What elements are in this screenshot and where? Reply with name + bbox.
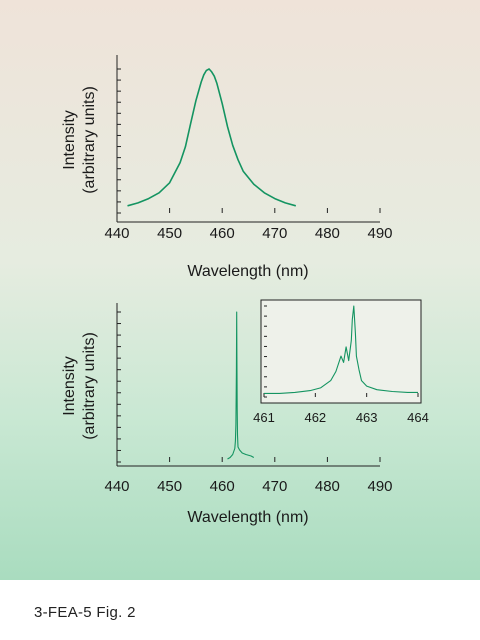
x-tick-label: 440 <box>104 478 129 495</box>
inset-frame <box>260 299 422 404</box>
x-tick-label: 462 <box>304 410 326 425</box>
x-tick-label: 460 <box>210 225 235 242</box>
bottom-chart: 440 450 460 470 480 490 Wavelength (nm) Inten… <box>61 303 393 526</box>
figure-panel: 440 450 460 470 480 490 Wavelength (nm) Inten… <box>0 0 480 580</box>
x-tick-label: 460 <box>210 478 235 495</box>
inset-chart: 461 462 463 464 <box>253 299 429 425</box>
x-tick-label: 470 <box>262 478 287 495</box>
figure-svg: 440 450 460 470 480 490 Wavelength (nm) Inten… <box>61 55 429 526</box>
x-tick-label: 490 <box>367 225 392 242</box>
x-tick-label: 440 <box>104 225 129 242</box>
bottom-x-ticks: 440 450 460 470 480 490 <box>104 457 393 495</box>
top-y-label-line2: (arbitrary units) <box>81 86 98 194</box>
bottom-y-label-line2: (arbitrary units) <box>81 332 98 440</box>
top-y-ticks <box>117 68 121 214</box>
bottom-x-label: Wavelength (nm) <box>187 509 308 526</box>
x-tick-label: 480 <box>315 225 340 242</box>
figure-caption: 3-FEA-5 Fig. 2 <box>34 604 136 621</box>
top-y-label-line1: Intensity <box>61 110 78 170</box>
bottom-y-label-line1: Intensity <box>61 356 78 416</box>
bottom-y-ticks <box>117 311 121 463</box>
inset-y-ticks <box>264 305 267 398</box>
inset-x-ticks: 461 462 463 464 <box>253 393 429 425</box>
top-chart: 440 450 460 470 480 490 Wavelength (nm) Inten… <box>61 55 393 280</box>
x-tick-label: 450 <box>157 225 182 242</box>
top-x-ticks: 440 450 460 470 480 490 <box>104 208 393 242</box>
x-tick-label: 461 <box>253 410 275 425</box>
x-tick-label: 470 <box>262 225 287 242</box>
x-tick-label: 480 <box>315 478 340 495</box>
x-tick-label: 464 <box>407 410 429 425</box>
x-tick-label: 463 <box>356 410 378 425</box>
x-tick-label: 450 <box>157 478 182 495</box>
top-x-label: Wavelength (nm) <box>187 263 308 280</box>
bottom-spectrum-line <box>227 311 255 460</box>
x-tick-label: 490 <box>367 478 392 495</box>
top-spectrum-line <box>127 68 297 207</box>
inset-spectrum-line <box>264 305 418 394</box>
